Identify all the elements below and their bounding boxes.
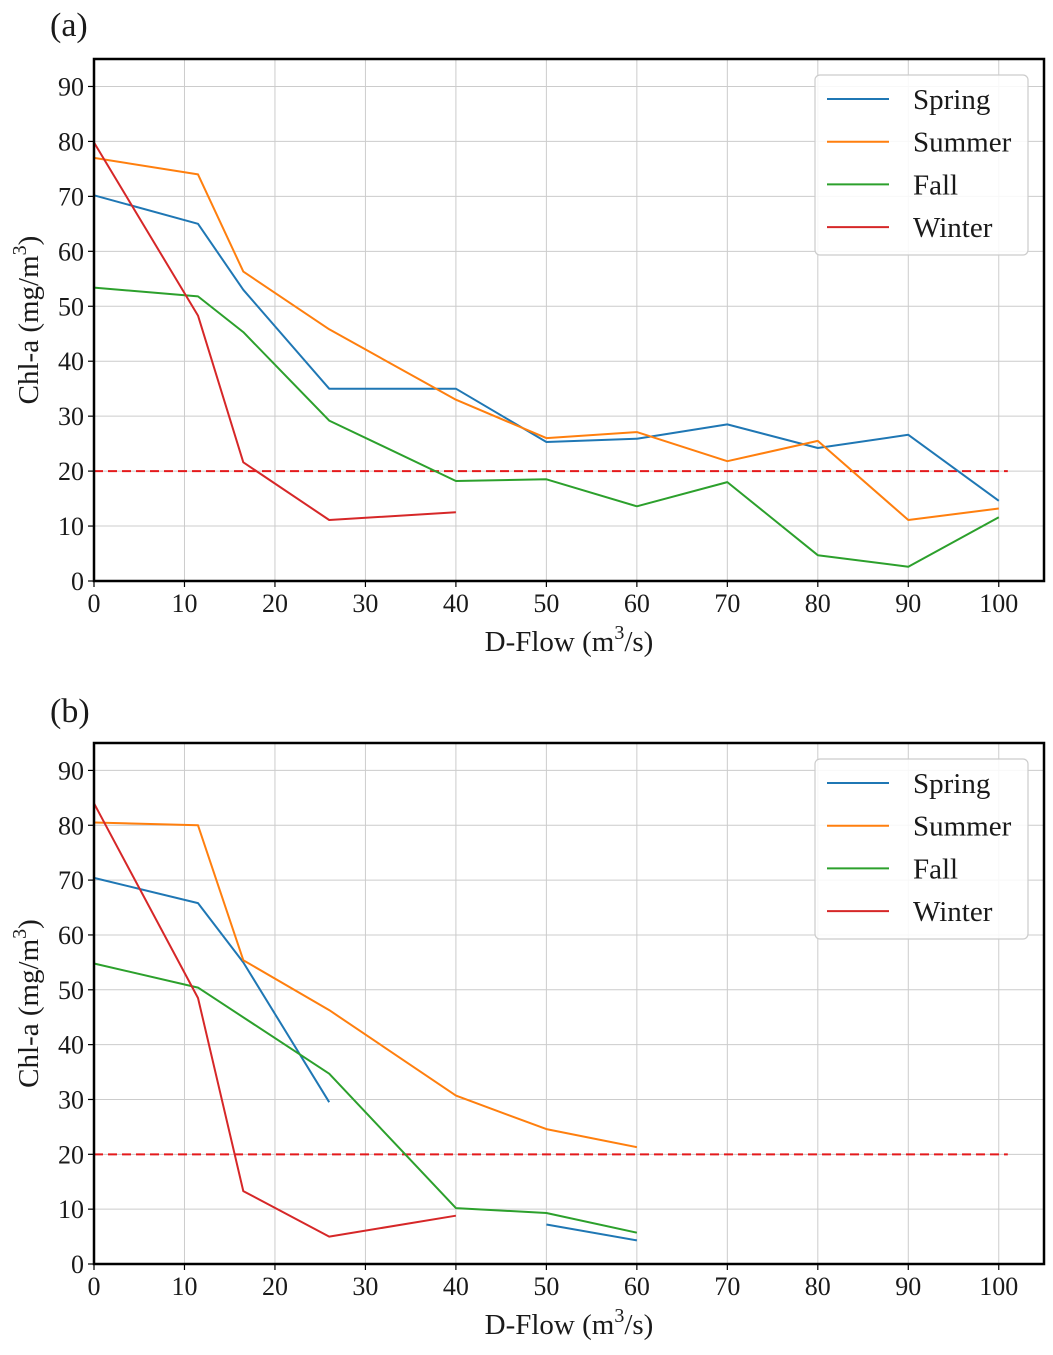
axes-frame (92, 57, 1046, 583)
y-axis-label: Chl-a (mg/m3) (9, 919, 45, 1088)
y-axis-label-tail: ) (13, 236, 45, 246)
chart-panel-b: (b) 0 10 20 30 40 50 60 70 80 90 100 0 10 20 30 40 50 60 70… (9, 693, 1046, 1341)
x-axis-label: D-Flow (m3/s) (485, 622, 654, 658)
x-tick-label: 70 (714, 1272, 740, 1301)
legend-label-summer: Summer (913, 811, 1012, 843)
x-axis-label-tail: /s) (624, 1309, 653, 1341)
x-tick-label: 10 (171, 589, 197, 618)
chart-panel-a: (a) 0 10 20 30 40 50 60 70 80 90 100 0 10 20 30 40 50 60 70… (9, 7, 1046, 658)
legend-box (814, 74, 1029, 256)
x-tick-label: 20 (262, 589, 288, 618)
y-tick-label: 10 (58, 1195, 84, 1224)
y-tick-label: 30 (58, 402, 84, 431)
legend: Spring Summer Fall Winter (814, 758, 1029, 940)
series-line-summer (93, 156, 999, 521)
legend-label-winter: Winter (913, 896, 993, 928)
panel-label: (a) (50, 7, 88, 44)
legend: Spring Summer Fall Winter (814, 74, 1029, 256)
x-tick-label: 50 (533, 1272, 559, 1301)
x-tick-label: 100 (979, 1272, 1018, 1301)
series-line-winter (93, 141, 456, 521)
x-tick-label: 0 (88, 1272, 101, 1301)
x-axis-label-sup: 3 (614, 1305, 624, 1327)
series-line-summer (93, 821, 638, 1149)
y-axis-label-sup: 3 (9, 245, 31, 255)
y-tick-label: 90 (58, 72, 84, 101)
y-axis-label-main: Chl-a (mg/m (13, 938, 45, 1087)
y-tick-label: 60 (58, 237, 84, 266)
legend-label-fall: Fall (913, 169, 958, 201)
x-axis-label-main: D-Flow (m (485, 1309, 615, 1341)
series-line-spring (93, 876, 331, 1103)
y-tick-label: 40 (58, 1031, 84, 1060)
x-tick-label: 90 (895, 1272, 921, 1301)
y-tick-label: 50 (58, 976, 84, 1005)
x-tick-label: 60 (624, 1272, 650, 1301)
series-line-spring (546, 1223, 638, 1242)
x-tick-label: 30 (352, 589, 378, 618)
legend-box (814, 758, 1029, 940)
legend-label-fall: Fall (913, 853, 958, 885)
y-tick-label: 90 (58, 756, 84, 785)
x-tick-label: 20 (262, 1272, 288, 1301)
axes-frame (92, 741, 1046, 1266)
panel-label: (b) (50, 693, 90, 730)
y-tick-label: 40 (58, 347, 84, 376)
x-tick-label: 70 (714, 589, 740, 618)
y-tick-label: 20 (58, 457, 84, 486)
x-tick-label: 80 (805, 589, 831, 618)
legend-label-winter: Winter (913, 212, 993, 244)
x-tick-label: 40 (443, 589, 469, 618)
y-tick-label: 20 (58, 1140, 84, 1169)
x-tick-label: 90 (895, 589, 921, 618)
legend-label-summer: Summer (913, 127, 1012, 159)
y-tick-label: 70 (58, 866, 84, 895)
series-line-fall (93, 962, 638, 1234)
y-tick-label: 60 (58, 921, 84, 950)
x-tick-label: 10 (171, 1272, 197, 1301)
y-axis-label-tail: ) (13, 919, 45, 929)
x-axis-label-main: D-Flow (m (485, 626, 615, 658)
series-line-winter (93, 802, 457, 1238)
y-tick-label: 80 (58, 811, 84, 840)
y-tick-label: 70 (58, 182, 84, 211)
y-tick-label: 0 (71, 1250, 84, 1279)
y-tick-label: 10 (58, 512, 84, 541)
y-axis-label: Chl-a (mg/m3) (9, 236, 45, 405)
x-axis-label-sup: 3 (614, 622, 624, 644)
x-tick-label: 40 (443, 1272, 469, 1301)
legend-label-spring: Spring (913, 84, 990, 116)
x-tick-label: 30 (352, 1272, 378, 1301)
y-tick-label: 30 (58, 1085, 84, 1114)
x-axis-label: D-Flow (m3/s) (485, 1305, 654, 1341)
y-axis-label-main: Chl-a (mg/m (13, 255, 45, 404)
x-tick-label: 100 (979, 589, 1018, 618)
x-tick-label: 50 (533, 589, 559, 618)
x-tick-label: 0 (88, 589, 101, 618)
series-line-spring (93, 194, 1000, 502)
y-tick-label: 80 (58, 127, 84, 156)
x-tick-label: 60 (624, 589, 650, 618)
x-axis-label-tail: /s) (624, 626, 653, 658)
x-tick-label: 80 (805, 1272, 831, 1301)
y-tick-label: 0 (71, 567, 84, 596)
series-line-fall (93, 286, 1000, 568)
y-axis-label-sup: 3 (9, 929, 31, 939)
legend-label-spring: Spring (913, 768, 990, 800)
y-tick-label: 50 (58, 292, 84, 321)
